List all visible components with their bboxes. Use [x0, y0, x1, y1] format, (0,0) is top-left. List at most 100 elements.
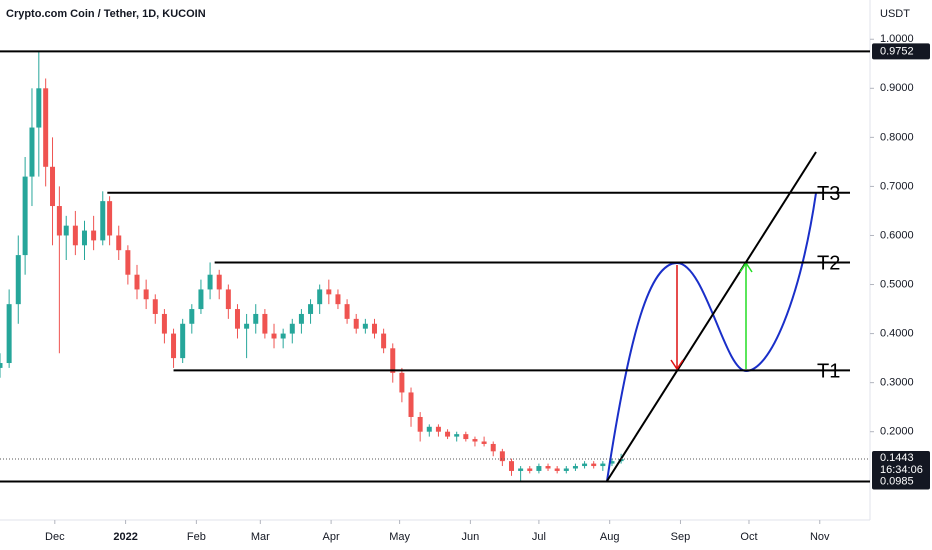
candle-body	[527, 468, 533, 471]
down-arrow-head	[670, 359, 684, 371]
candle-body	[481, 441, 487, 444]
target-label: T2	[817, 253, 840, 275]
candle-body	[572, 466, 578, 469]
candle-body	[536, 466, 542, 471]
y-tick-label: 0.4000	[880, 327, 914, 339]
candle-body	[362, 323, 368, 329]
y-tick-label: 0.7000	[880, 180, 914, 192]
candle-body	[262, 313, 268, 334]
candle-body	[63, 225, 69, 236]
x-tick-label: Nov	[810, 531, 830, 543]
candle-body	[50, 166, 56, 207]
candle-body	[417, 416, 423, 432]
y-tick-label: 0.9000	[880, 82, 914, 94]
x-tick-label: May	[389, 531, 410, 543]
candle-body	[390, 348, 396, 373]
last-price-label: 0.1443	[880, 452, 914, 464]
candle-body	[609, 461, 615, 464]
candle-body	[371, 323, 377, 334]
candle-body	[426, 426, 432, 432]
x-tick-label: Jun	[462, 531, 480, 543]
x-tick-label: Feb	[187, 531, 206, 543]
y-tick-label: 0.5000	[880, 278, 914, 290]
candle-body	[107, 201, 113, 236]
candle-body	[72, 225, 78, 246]
x-tick-label: Sep	[671, 531, 691, 543]
candle-body	[545, 466, 551, 469]
candle-body	[600, 463, 606, 467]
candle-body	[435, 426, 441, 432]
candle-body	[554, 468, 560, 471]
candle-body	[344, 304, 350, 319]
candle-body	[490, 443, 496, 452]
candle-body	[353, 318, 359, 329]
candle-body	[225, 289, 231, 310]
x-tick-label: Aug	[600, 531, 620, 543]
last-price-box	[872, 451, 930, 478]
x-tick-label: Dec	[45, 531, 65, 543]
x-tick-label: Oct	[740, 531, 757, 543]
candle-body	[91, 230, 97, 241]
candle-body	[143, 289, 149, 300]
candle-body	[15, 255, 21, 305]
candle-body	[463, 434, 469, 440]
candle-body	[518, 468, 524, 471]
candle-body	[198, 289, 204, 310]
candle-body	[298, 313, 304, 324]
target-label: T3	[817, 183, 840, 205]
target-label: T1	[817, 361, 840, 383]
price-label-box	[872, 43, 930, 60]
candle-body	[207, 274, 213, 290]
y-tick-label: 0.6000	[880, 229, 914, 241]
candle-body	[171, 333, 177, 359]
candle-body	[563, 468, 569, 471]
drawings	[0, 50, 870, 483]
y-tick-label: 1.0000	[880, 33, 914, 45]
candle-body	[271, 333, 277, 339]
x-tick-label: Apr	[323, 531, 340, 543]
projection-curve	[606, 192, 817, 482]
candle-body	[381, 333, 387, 349]
candle-body	[454, 434, 460, 437]
candle-body	[408, 392, 414, 417]
price-label: 0.9752	[880, 45, 914, 57]
y-tick-label: 0.8000	[880, 131, 914, 143]
price-label: 0.0985	[880, 475, 914, 487]
candle-body	[116, 235, 122, 251]
countdown-label: 16:34:06	[880, 464, 923, 476]
candle-body	[161, 313, 167, 334]
y-tick-label: 0.2000	[880, 426, 914, 438]
candle-body	[189, 309, 195, 324]
trend-line	[606, 151, 817, 482]
x-tick-label: 2022	[113, 531, 137, 543]
candle-body	[152, 299, 158, 314]
candle-body	[100, 201, 106, 241]
candle-body	[216, 274, 222, 290]
candle-body	[244, 323, 250, 329]
candle-body	[253, 313, 259, 324]
candle-body	[36, 88, 42, 128]
candle-body	[335, 294, 341, 305]
candles	[0, 51, 624, 481]
candle-body	[43, 88, 49, 167]
candle-body	[591, 463, 597, 467]
candle-body	[582, 463, 588, 467]
candle-body	[0, 363, 3, 368]
candle-body	[317, 289, 323, 305]
candle-body	[56, 206, 62, 236]
candle-body	[134, 274, 140, 290]
x-tick-label: Jul	[532, 531, 546, 543]
candle-body	[22, 176, 28, 256]
candle-body	[289, 323, 295, 334]
price-label-box	[872, 473, 930, 490]
candle-body	[508, 461, 514, 471]
candle-body	[472, 439, 478, 442]
candle-body	[125, 250, 131, 275]
x-tick-label: Mar	[251, 531, 270, 543]
candle-body	[29, 127, 35, 177]
axis-unit: USDT	[880, 8, 910, 20]
candle-body	[445, 431, 451, 437]
candle-body	[499, 451, 505, 462]
candle-body	[234, 309, 240, 329]
